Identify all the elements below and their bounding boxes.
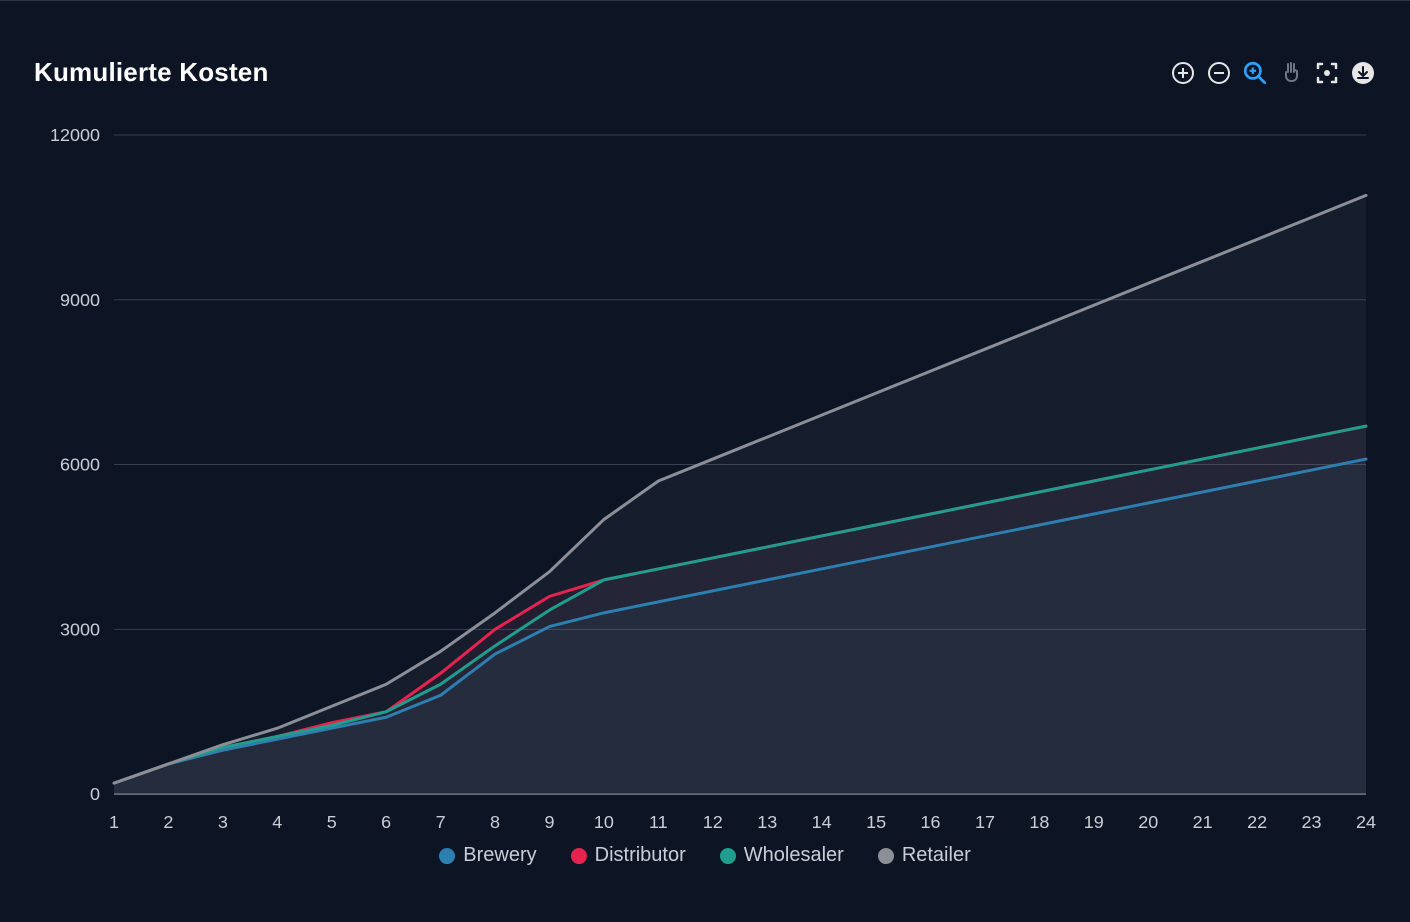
selection-zoom-icon[interactable] [1242,60,1268,86]
reset-zoom-icon[interactable] [1314,60,1340,86]
y-tick-label: 12000 [50,125,100,145]
x-tick-label: 22 [1247,812,1267,832]
x-tick-label: 4 [272,812,282,832]
chart-canvas-wrap: 0300060009000120001234567891011121314151… [34,111,1376,892]
x-tick-label: 1 [109,812,119,832]
x-tick-label: 5 [327,812,337,832]
x-tick-label: 8 [490,812,500,832]
legend-item-retailer[interactable]: Retailer [878,844,971,867]
x-tick-label: 14 [812,812,832,832]
legend-label: Retailer [902,844,971,867]
chart-title: Kumulierte Kosten [34,57,269,88]
y-tick-label: 3000 [60,619,100,639]
x-tick-label: 24 [1356,812,1376,832]
legend-item-wholesaler[interactable]: Wholesaler [720,844,844,867]
zoom-out-icon[interactable] [1206,60,1232,86]
legend-label: Wholesaler [744,844,844,867]
x-tick-label: 20 [1138,812,1158,832]
x-tick-label: 11 [649,812,668,832]
zoom-in-icon[interactable] [1170,60,1196,86]
legend-dot-icon [878,848,894,864]
x-tick-label: 19 [1084,812,1104,832]
legend-item-distributor[interactable]: Distributor [571,844,686,867]
x-tick-label: 17 [975,812,995,832]
x-tick-label: 10 [594,812,614,832]
legend-label: Brewery [463,844,536,867]
legend-label: Distributor [595,844,686,867]
x-tick-label: 18 [1029,812,1049,832]
x-tick-label: 7 [436,812,446,832]
x-tick-label: 13 [757,812,777,832]
chart-header: Kumulierte Kosten [34,57,1376,88]
pan-icon[interactable] [1278,60,1304,86]
legend-dot-icon [571,848,587,864]
legend-container: Brewery Distributor Wholesaler Retailer [34,844,1376,884]
y-tick-label: 6000 [60,455,100,475]
download-icon[interactable] [1350,60,1376,86]
y-tick-label: 0 [90,784,100,804]
legend-dot-icon [439,848,455,864]
x-tick-label: 6 [381,812,391,832]
x-tick-label: 12 [703,812,723,832]
x-tick-label: 2 [163,812,173,832]
x-tick-label: 15 [866,812,886,832]
x-tick-label: 3 [218,812,228,832]
y-tick-label: 9000 [60,290,100,310]
x-tick-label: 23 [1302,812,1322,832]
legend-item-brewery[interactable]: Brewery [439,844,536,867]
x-tick-label: 21 [1193,812,1213,832]
legend-dot-icon [720,848,736,864]
chart-toolbar [1170,60,1376,86]
x-tick-label: 9 [544,812,554,832]
x-tick-label: 16 [921,812,941,832]
series-area-retailer [114,195,1366,794]
chart-svg[interactable]: 0300060009000120001234567891011121314151… [34,111,1376,892]
chart-panel: Kumulierte Kosten [0,0,1410,922]
